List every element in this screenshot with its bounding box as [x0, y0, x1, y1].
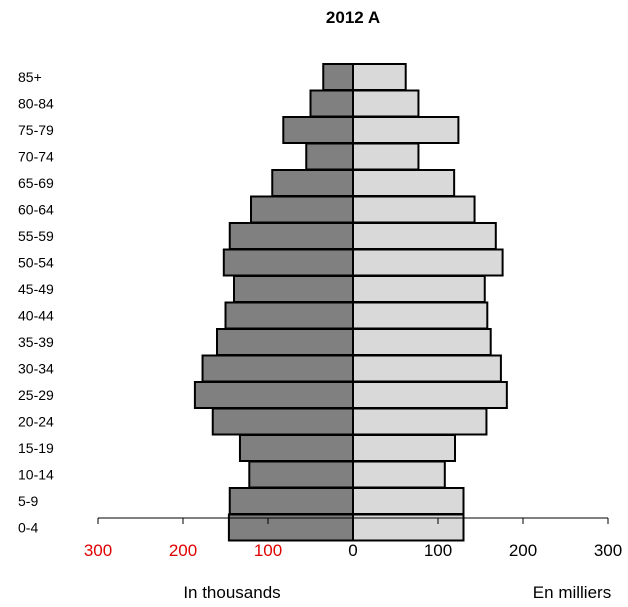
right-bar [352, 195, 476, 224]
bars-group [193, 63, 508, 542]
category-label: 0-4 [18, 520, 38, 536]
category-label: 15-19 [18, 440, 54, 456]
right-bar [352, 487, 465, 515]
x-axis-label-left: In thousands [183, 583, 280, 602]
left-bar [309, 89, 354, 118]
category-label: 80-84 [18, 96, 54, 112]
left-bar [216, 328, 354, 356]
right-bar [352, 407, 488, 436]
left-bar [248, 460, 354, 489]
category-label: 70-74 [18, 149, 54, 165]
right-bar [352, 116, 460, 144]
right-bar [352, 513, 465, 542]
category-label: 30-34 [18, 361, 54, 377]
left-bar [224, 301, 354, 330]
category-label: 35-39 [18, 334, 54, 350]
right-bar [352, 248, 504, 277]
left-bar [222, 248, 354, 277]
category-labels: 85+ 80-84 75-79 70-74 65-69 60-64 55-59 50-54 45… [18, 69, 54, 536]
left-bar [228, 487, 354, 515]
category-label: 45-49 [18, 281, 54, 297]
left-bar [193, 381, 354, 409]
category-label: 60-64 [18, 202, 54, 218]
category-label: 55-59 [18, 228, 54, 244]
category-label: 75-79 [18, 122, 54, 138]
right-bar [352, 63, 407, 91]
x-tick-label: 300 [594, 541, 622, 560]
category-label: 5-9 [18, 493, 38, 509]
left-bar [322, 63, 354, 91]
left-bar [250, 195, 354, 224]
left-bar [282, 116, 354, 144]
x-tick-label: 100 [424, 541, 452, 560]
left-bar [305, 142, 354, 171]
right-bar [352, 222, 497, 250]
left-bar [228, 222, 354, 250]
right-bar [352, 328, 492, 356]
x-axis-label-right: En milliers [533, 583, 611, 602]
left-bar [271, 169, 354, 197]
left-bar [201, 354, 354, 383]
left-bar [211, 407, 354, 436]
x-tick-label: 200 [509, 541, 537, 560]
category-label: 65-69 [18, 175, 54, 191]
right-bar [352, 460, 446, 489]
x-tick-label: 300 [84, 541, 112, 560]
category-label: 25-29 [18, 387, 54, 403]
x-tick-label: 100 [254, 541, 282, 560]
right-bar [352, 275, 486, 303]
right-bar [352, 354, 502, 383]
chart-title: 2012 A [326, 8, 380, 27]
right-bar [352, 89, 420, 118]
x-tick-label: 0 [348, 541, 357, 560]
right-bar [352, 381, 508, 409]
left-bar [238, 434, 354, 462]
category-label: 10-14 [18, 467, 54, 483]
category-label: 40-44 [18, 308, 54, 324]
category-label: 85+ [18, 69, 42, 85]
right-bar [352, 434, 456, 462]
left-bar [233, 275, 354, 303]
category-label: 20-24 [18, 414, 54, 430]
right-bar [352, 142, 420, 171]
x-axis: 300 200 100 0 100 200 300 [84, 517, 622, 560]
x-tick-label: 200 [169, 541, 197, 560]
right-bar [352, 301, 489, 330]
left-bar [227, 513, 354, 542]
right-bar [352, 169, 456, 197]
category-label: 50-54 [18, 255, 54, 271]
